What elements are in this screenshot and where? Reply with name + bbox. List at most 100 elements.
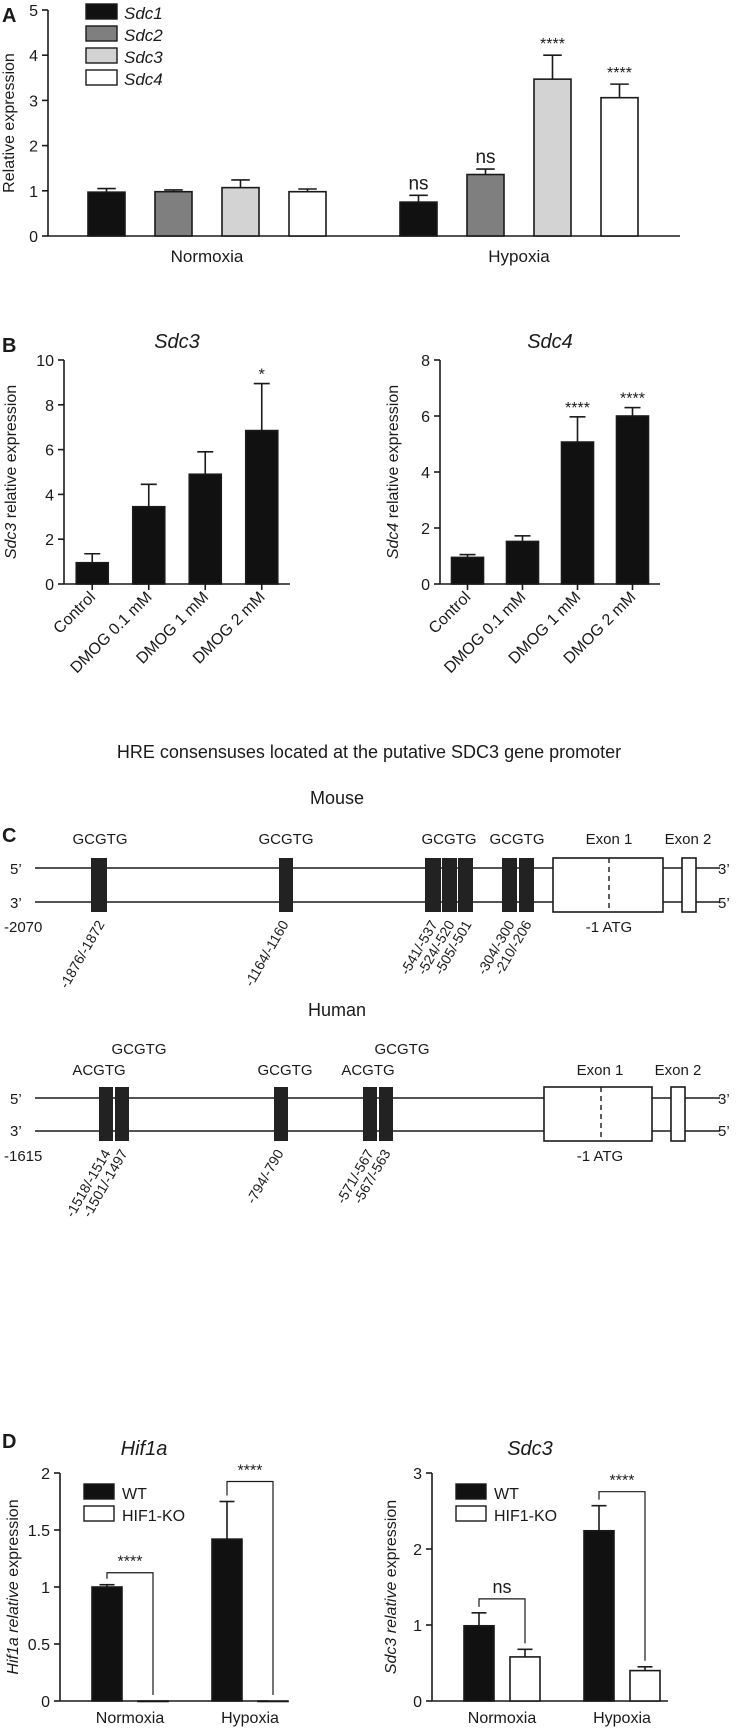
mouse-hre-box-304 [502, 858, 517, 912]
chart-d-sdc3-bar-hif1-ko-1 [629, 1669, 661, 1702]
chart-b-sdc3-y-tick-label-4: 8 [45, 398, 54, 415]
human-hre-box-571 [363, 1087, 377, 1141]
human-promoter: Human 5’ 3’ 3’ 5’ ACGTG GCGTG GCGTG ACGT… [4, 1000, 730, 1220]
chart-b-sdc4-y-tick-label-1: 2 [421, 521, 430, 538]
mouse-start-position: -2070 [4, 919, 42, 936]
chart-d-sdc3-y-axis-label-rest: expression [383, 1500, 400, 1577]
human-start-position: -1615 [4, 1148, 42, 1165]
chart-d-sdc3-title: Sdc3 [507, 1438, 553, 1460]
mouse-strand-bottom-right: 5’ [718, 895, 730, 912]
chart-d-hif1a-y-axis-label-gene: Hif1a [5, 1633, 22, 1675]
annotation-sdc1-hypoxia: ns [408, 173, 428, 194]
chart-b-sdc4-y-tick-label-2: 4 [421, 465, 430, 482]
human-exon1 [543, 1086, 653, 1142]
chart-d-sdc3-bar-wt-1 [583, 1529, 615, 1702]
chart-b-sdc4-annotation-2: **** [565, 400, 590, 417]
mouse-species-label: Mouse [310, 788, 364, 808]
annotation-sdc3-hypoxia: **** [540, 36, 565, 53]
x-category-normoxia: Normoxia [171, 247, 244, 266]
chart-d-hif1a-comparison-1: **** [238, 1463, 263, 1480]
bar-sdc1-hypoxia [399, 201, 438, 237]
chart-d-hif1a-x-category-hypoxia: Hypoxia [221, 1710, 279, 1727]
chart-a-y-tick-label-4: 4 [29, 48, 38, 65]
chart-d-hif1a-title: Hif1a [121, 1438, 168, 1460]
mouse-hre-box-524 [442, 858, 457, 912]
human-species-label: Human [308, 1000, 366, 1020]
human-exon1-label: Exon 1 [577, 1062, 624, 1079]
chart-b-sdc3-y-axis-label: Sdc3 relative expression [3, 385, 20, 559]
mouse-exon1-label: Exon 1 [586, 831, 633, 848]
chart-b-sdc3-bar-2 [188, 473, 223, 585]
mouse-hre-box-505 [458, 858, 473, 912]
human-hre-box-1518 [99, 1087, 113, 1141]
chart-b-sdc4-y-tick-label-3: 6 [421, 409, 430, 426]
chart-b-sdc3-annotation-3: * [259, 367, 265, 384]
chart-b-sdc4-y-tick-label-0: 0 [421, 577, 430, 594]
chart-d-sdc3-y-tick-label-3: 3 [413, 1466, 422, 1483]
chart-b-sdc3-bar-0 [75, 561, 110, 585]
chart-b-sdc4-y-axis-label-gene: Sdc4 [385, 518, 402, 559]
mouse-position-1876: -1876/-1872 [56, 917, 108, 991]
x-category-hypoxia: Hypoxia [488, 247, 550, 266]
mouse-promoter: Mouse 5’ 3’ 3’ 5’ GCGTG GCGTG GCGTG GCGT… [4, 788, 730, 991]
human-exon2-label: Exon 2 [655, 1062, 702, 1079]
legend-swatch-sdc4 [85, 69, 118, 86]
legend-label-sdc3: Sdc3 [124, 48, 163, 67]
chart-d-hif1a-y-tick-label-4: 2 [41, 1466, 50, 1483]
chart-b-sdc3-y-axis-label-gene: Sdc3 [3, 518, 20, 559]
chart-d-sdc3-legend-swatch-wt [455, 1483, 487, 1500]
mouse-strand-top-left: 5’ [10, 861, 22, 878]
legend-label-sdc4: Sdc4 [124, 70, 163, 89]
chart-d-sdc3-comparison-0: ns [492, 1577, 511, 1597]
chart-a-y-tick-label-3: 3 [29, 93, 38, 110]
chart-d-hif1a-legend-swatch-wt [83, 1483, 115, 1500]
bar-sdc4-normoxia [288, 190, 327, 237]
chart-d-sdc3-y-tick-label-1: 1 [413, 1618, 422, 1635]
mouse-strand-top-right: 3’ [718, 861, 730, 878]
human-atg-label: -1 ATG [577, 1148, 623, 1165]
bar-sdc2-hypoxia [466, 173, 505, 237]
chart-b-sdc3-title: Sdc3 [154, 331, 200, 353]
mouse-hre-box-210 [519, 858, 534, 912]
chart-d-sdc3-comparison-1: **** [610, 1473, 635, 1490]
chart-b-sdc3-bar-3 [244, 429, 279, 585]
bar-sdc1-normoxia [87, 191, 126, 237]
mouse-motif-3: GCGTG [422, 831, 477, 848]
mouse-atg-label: -1 ATG [586, 919, 632, 936]
human-motif-5: GCGTG [375, 1041, 430, 1058]
human-strand-top-right: 3’ [718, 1091, 730, 1108]
chart-a-y-tick-label-5: 5 [29, 3, 38, 20]
human-motif-1: ACGTG [72, 1062, 125, 1079]
mouse-hre-box-1876 [91, 858, 107, 912]
chart-b-sdc4-y-axis-label-rest: relative expression [385, 385, 402, 518]
bar-sdc2-normoxia [154, 190, 193, 237]
legend-label-sdc2: Sdc2 [124, 26, 163, 45]
chart-d-sdc3-legend-label-wt: WT [494, 1486, 519, 1503]
chart-d-hif1a-legend-label-hif1-ko: HIF1-KO [122, 1508, 185, 1525]
chart-d-sdc3-y-tick-label-0: 0 [413, 1694, 422, 1711]
chart-d-hif1a-bar-hif1-ko-0 [137, 1700, 169, 1703]
chart-b-sdc3-y-tick-label-2: 4 [45, 487, 54, 504]
chart-d-sdc3-bar-wt-0 [463, 1624, 495, 1702]
panel-label-a: A [2, 5, 16, 27]
panel-label-b: B [2, 335, 16, 357]
chart-b-sdc3-y-axis-label-rest: relative expression [3, 385, 20, 518]
bar-sdc3-hypoxia [533, 78, 572, 237]
chart-d-hif1a-bracket-1 [226, 1480, 274, 1695]
chart-d-hif1a-x-category-normoxia: Normoxia [96, 1710, 165, 1727]
chart-b-sdc4-bar-2 [560, 441, 595, 585]
promoter-heading-text: HRE consensuses located at the putative … [117, 742, 621, 762]
human-strand-top-left: 5’ [10, 1091, 22, 1108]
chart-b-sdc4-bar-1 [505, 540, 540, 585]
chart-d-hif1a-y-tick-label-0: 0 [41, 1694, 50, 1711]
chart-d-hif1a-y-tick-label-2: 1 [41, 1580, 50, 1597]
human-hre-box-1501 [115, 1087, 129, 1141]
chart-d-hif1a-legend-swatch-hif1-ko [83, 1505, 115, 1522]
chart-b-sdc3-bar-1 [131, 505, 166, 585]
mouse-position-1164: -1164/-1160 [241, 917, 292, 989]
chart-b-sdc4-annotation-3: **** [620, 391, 645, 408]
